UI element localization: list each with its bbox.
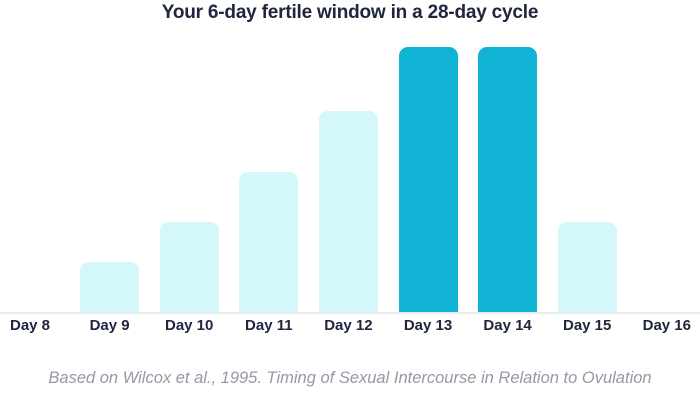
chart-title: Your 6-day fertile window in a 28-day cy… [161,2,539,23]
x-tick-label-day-8: Day 8 [9,317,51,334]
source-citation: Based on Wilcox et al., 1995. Timing of … [48,369,652,387]
bar-day-10 [159,222,219,312]
x-tick-label-day-16: Day 16 [642,317,691,334]
bar-day-11 [239,172,299,312]
x-tick-label-day-10: Day 10 [165,317,214,334]
x-axis-line [0,312,700,314]
x-axis-labels: Day 8 Day 9 Day 10 Day 11 Day 12 Day 13 Day 14… [0,317,700,339]
bar-day-13 [398,47,458,312]
x-tick-label-day-15: Day 15 [563,317,612,334]
x-tick-label-day-12: Day 12 [324,317,373,334]
plot-area [0,47,700,312]
x-tick-label-day-9: Day 9 [89,317,130,334]
bar-day-9 [80,262,140,312]
x-tick-label-day-11: Day 11 [245,317,293,334]
bar-day-12 [318,111,378,312]
x-tick-label-day-13: Day 13 [403,317,453,334]
x-tick-label-day-14: Day 14 [483,317,532,334]
bar-day-15 [557,222,617,312]
bar-day-14 [478,47,538,312]
